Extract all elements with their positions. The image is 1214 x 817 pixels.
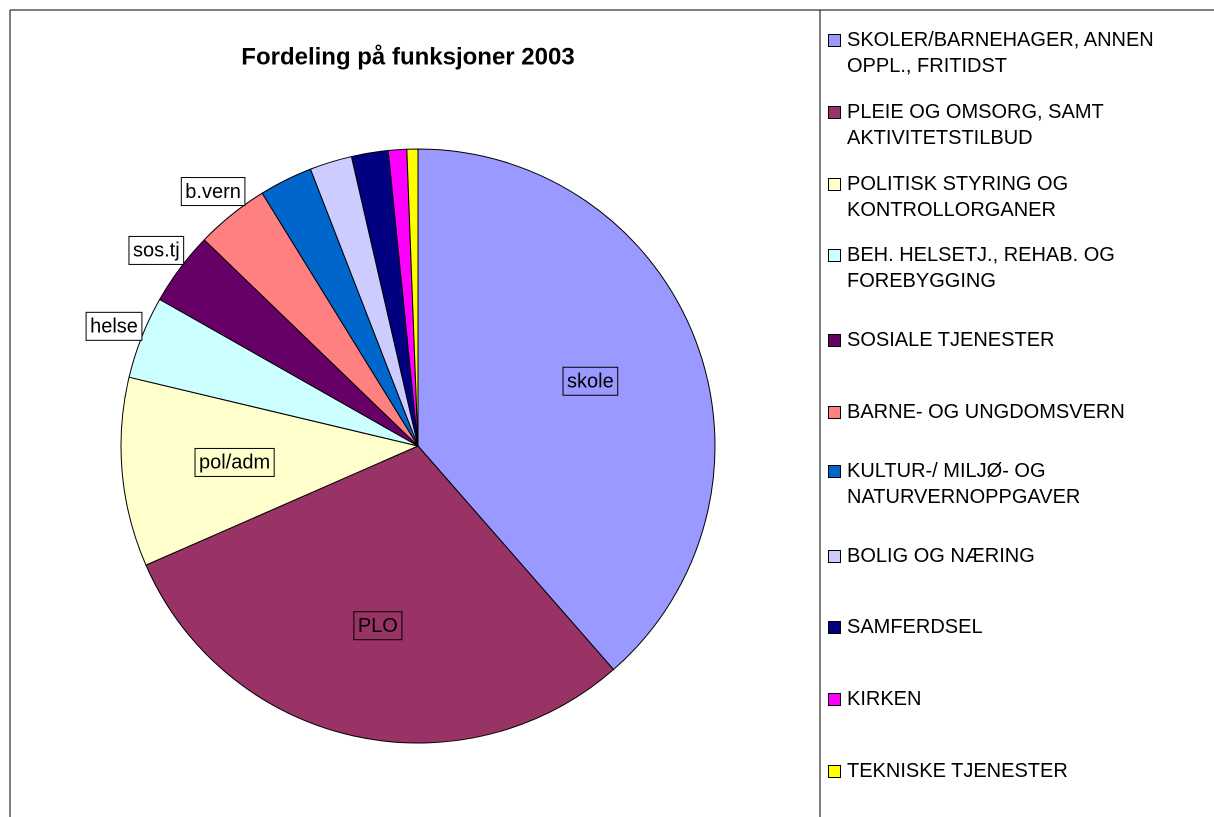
legend-label: SOSIALE TJENESTER bbox=[847, 329, 1055, 352]
data-label: sos.tj bbox=[128, 235, 185, 265]
data-label-text: sos.tj bbox=[133, 240, 180, 262]
data-label: b.vern bbox=[180, 177, 246, 207]
legend-entry: BOLIG OG NÆRING bbox=[828, 543, 1208, 569]
legend-swatch bbox=[828, 464, 841, 478]
chart-title: Fordeling på funksjoner 2003 bbox=[241, 43, 574, 70]
legend-label: BEH. HELSETJ., REHAB. OG FOREBYGGING bbox=[847, 244, 1115, 293]
legend-swatch bbox=[828, 334, 841, 348]
data-label-box bbox=[194, 447, 275, 477]
legend-entry: SOSIALE TJENESTER bbox=[828, 327, 1208, 353]
legend-label: BARNE- OG UNGDOMSVERN bbox=[847, 401, 1125, 423]
pie-slice bbox=[145, 445, 615, 744]
data-label-box bbox=[85, 311, 143, 341]
legend-entry: TEKNISKE TJENESTER bbox=[828, 758, 1208, 784]
data-label: pol/adm bbox=[194, 447, 275, 477]
legend-swatch bbox=[828, 249, 841, 263]
legend-entry: POLITISK STYRING OG KONTROLLORGANER bbox=[828, 171, 1208, 223]
legend-swatch bbox=[828, 105, 841, 119]
legend-label: POLITISK STYRING OG KONTROLLORGANER bbox=[847, 172, 1069, 221]
pie-slice bbox=[406, 148, 419, 447]
data-label: helse bbox=[85, 311, 143, 341]
pie-slice bbox=[120, 376, 420, 566]
legend-swatch bbox=[828, 549, 841, 563]
legend-entry: KULTUR-/ MILJØ- OG NATURVERNOPPGAVER bbox=[828, 458, 1208, 510]
legend-label: BOLIG OG NÆRING bbox=[847, 544, 1035, 567]
legend-swatch bbox=[828, 765, 841, 778]
legend-swatch bbox=[828, 177, 841, 191]
data-label-box bbox=[353, 611, 403, 641]
data-label-text: b.vern bbox=[185, 181, 241, 203]
legend-entry: BEH. HELSETJ., REHAB. OG FOREBYGGING bbox=[828, 242, 1208, 294]
data-label-text: helse bbox=[90, 316, 138, 338]
data-label-text: pol/adm bbox=[199, 452, 270, 474]
data-label-text: skole bbox=[567, 371, 614, 393]
legend-label: KULTUR-/ MILJØ- OG NATURVERNOPPGAVER bbox=[847, 459, 1081, 508]
pie-slice bbox=[417, 148, 716, 671]
legend-label: SKOLER/BARNEHAGER, ANNEN OPPL., FRITIDST bbox=[847, 29, 1154, 77]
data-label: PLO bbox=[353, 611, 403, 641]
data-label: skole bbox=[562, 366, 619, 396]
data-label-box bbox=[180, 177, 246, 207]
legend-swatch bbox=[828, 621, 841, 635]
data-label-box bbox=[562, 366, 619, 396]
legend-entry: BARNE- OG UNGDOMSVERN bbox=[828, 399, 1208, 425]
legend-label: TEKNISKE TJENESTER bbox=[847, 760, 1068, 782]
legend-label: SAMFERDSEL bbox=[847, 616, 983, 639]
legend-swatch bbox=[828, 693, 841, 707]
legend-entry: KIRKEN bbox=[828, 686, 1208, 712]
data-label-text: PLO bbox=[358, 615, 398, 637]
legend-swatch bbox=[828, 406, 841, 419]
legend-label: PLEIE OG OMSORG, SAMT AKTIVITETSTILBUD bbox=[847, 100, 1104, 149]
legend-entry: SKOLER/BARNEHAGER, ANNEN OPPL., FRITIDST bbox=[828, 27, 1208, 79]
legend-swatch bbox=[828, 34, 841, 47]
data-label-box bbox=[128, 235, 185, 265]
legend-label: KIRKEN bbox=[847, 688, 922, 711]
legend-entry: PLEIE OG OMSORG, SAMT AKTIVITETSTILBUD bbox=[828, 99, 1208, 151]
legend-entry: SAMFERDSEL bbox=[828, 614, 1208, 640]
